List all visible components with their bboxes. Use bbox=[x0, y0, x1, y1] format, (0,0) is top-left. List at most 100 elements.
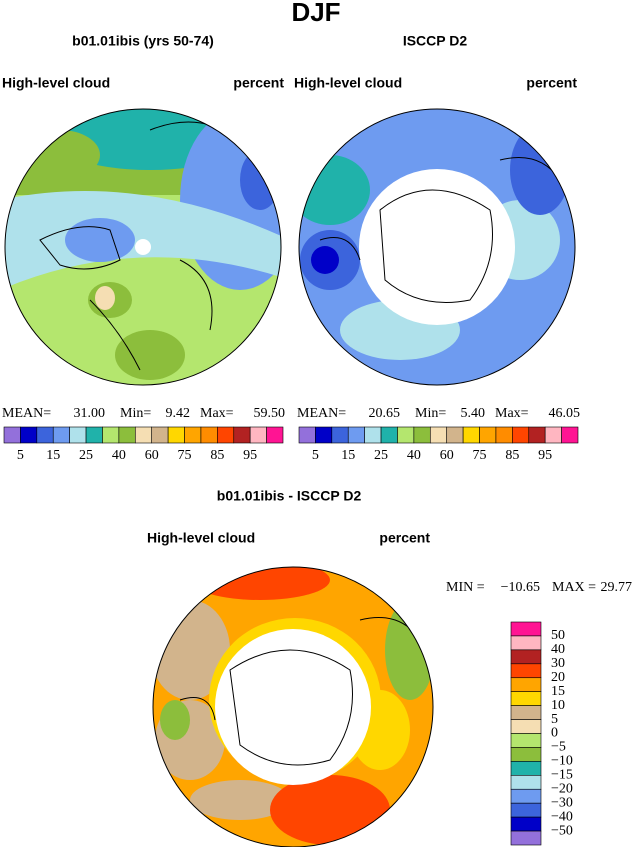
colorbar-label: 75 bbox=[473, 448, 487, 463]
stat-value: −10.65 bbox=[501, 580, 540, 595]
stats: MEAN= 31.00 Min= 9.42 Max= 59.50 bbox=[2, 406, 285, 421]
map bbox=[5, 109, 281, 385]
colorbar-box bbox=[510, 761, 542, 776]
colorbar-label: −5 bbox=[551, 740, 566, 755]
colorbar-box bbox=[510, 691, 542, 706]
colorbar-box bbox=[510, 816, 542, 832]
units-label: percent bbox=[379, 530, 430, 546]
stat-value: 29.77 bbox=[601, 580, 633, 595]
colorbar-box bbox=[510, 775, 542, 790]
colorbar-label: 60 bbox=[440, 448, 454, 463]
variable-label: High-level cloud bbox=[2, 75, 110, 91]
colorbar-box bbox=[397, 426, 415, 444]
stat-label: MEAN= bbox=[297, 406, 346, 421]
stat-label: Min= bbox=[120, 406, 151, 421]
colorbar-box bbox=[510, 830, 542, 846]
colorbar-label: 40 bbox=[407, 448, 421, 463]
colorbar-label: 60 bbox=[145, 448, 159, 463]
map-border bbox=[4, 108, 282, 386]
colorbar-label: 85 bbox=[505, 448, 519, 463]
colorbar-label: 50 bbox=[551, 628, 565, 643]
colorbar-box bbox=[347, 426, 365, 444]
colorbar-label: 85 bbox=[210, 448, 224, 463]
stat-value: 20.65 bbox=[369, 406, 401, 421]
colorbar: 5 15 25 40 60 75 85 95 bbox=[3, 426, 284, 463]
stat-value: 46.05 bbox=[549, 406, 581, 421]
colorbar-label: 40 bbox=[551, 642, 565, 657]
colorbar-box bbox=[429, 426, 448, 444]
panel-title: ISCCP D2 bbox=[403, 33, 468, 49]
colorbar-label: 10 bbox=[551, 698, 565, 713]
colorbar-label: 15 bbox=[341, 448, 355, 463]
colorbar-box bbox=[266, 426, 284, 444]
stat-value: 31.00 bbox=[74, 406, 106, 421]
colorbar-box bbox=[102, 426, 120, 444]
units-label: percent bbox=[526, 75, 577, 91]
colorbar-box bbox=[510, 635, 542, 651]
colorbar-box bbox=[510, 663, 542, 679]
colorbar-box bbox=[134, 426, 153, 444]
colorbar-box bbox=[495, 426, 513, 444]
stat-value: 9.42 bbox=[166, 406, 191, 421]
colorbar-box bbox=[510, 677, 542, 692]
colorbar-label: 0 bbox=[551, 726, 558, 741]
colorbar-label: 5 bbox=[551, 712, 558, 727]
colorbar-box bbox=[184, 426, 202, 444]
colorbar-box bbox=[510, 802, 542, 818]
colorbar-box bbox=[315, 426, 333, 444]
colorbar-label: 25 bbox=[374, 448, 388, 463]
colorbar-box bbox=[510, 733, 542, 748]
colorbar-box bbox=[217, 426, 235, 444]
colorbar-box bbox=[85, 426, 103, 444]
colorbar-box bbox=[249, 426, 267, 444]
colorbar-label: 5 bbox=[17, 448, 24, 463]
colorbar-box bbox=[479, 426, 497, 444]
stat-value: 5.40 bbox=[461, 406, 486, 421]
colorbar-label: −50 bbox=[551, 823, 573, 838]
stat-label: Max= bbox=[200, 406, 234, 421]
colorbar-box bbox=[512, 426, 530, 444]
colorbar-box bbox=[462, 426, 480, 444]
colorbar-box bbox=[510, 747, 542, 762]
colorbar-label: 75 bbox=[178, 448, 192, 463]
colorbar-box bbox=[510, 621, 542, 637]
colorbar-box bbox=[69, 426, 87, 444]
colorbar-box bbox=[510, 788, 542, 804]
colorbar-label: 40 bbox=[112, 448, 126, 463]
stat-label: Min= bbox=[415, 406, 446, 421]
colorbar-label: 20 bbox=[551, 670, 565, 685]
colorbar-label: 30 bbox=[551, 656, 565, 671]
colorbar-box bbox=[510, 649, 542, 665]
variable-label: High-level cloud bbox=[294, 75, 402, 91]
colorbar-label: 95 bbox=[538, 448, 552, 463]
colorbar-label: −20 bbox=[551, 781, 573, 796]
colorbar-label: −40 bbox=[551, 809, 573, 824]
colorbar-label: 5 bbox=[312, 448, 319, 463]
colorbar-box bbox=[151, 426, 169, 444]
stat-label: Max= bbox=[495, 406, 529, 421]
stat-value: 59.50 bbox=[254, 406, 286, 421]
map-border bbox=[298, 108, 576, 386]
colorbar-box bbox=[20, 426, 38, 444]
colorbar-label: 15 bbox=[551, 684, 565, 699]
colorbar-label: 15 bbox=[46, 448, 60, 463]
colorbar-box bbox=[561, 426, 579, 444]
colorbar-box bbox=[36, 426, 54, 444]
colorbar-box bbox=[413, 426, 431, 444]
variable-label: High-level cloud bbox=[147, 530, 255, 546]
colorbar-label: 25 bbox=[79, 448, 93, 463]
colorbar-box bbox=[364, 426, 382, 444]
colorbar-label: −10 bbox=[551, 754, 573, 769]
colorbar-box bbox=[331, 426, 349, 444]
colorbar-box bbox=[298, 426, 316, 444]
stat-label: MAX = bbox=[552, 580, 596, 595]
colorbar-box bbox=[200, 426, 218, 444]
colorbar-box bbox=[118, 426, 136, 444]
colorbar-box bbox=[380, 426, 398, 444]
colorbar-box bbox=[446, 426, 464, 444]
figure-title: DJF bbox=[291, 0, 340, 27]
units-label: percent bbox=[233, 75, 284, 91]
map bbox=[153, 567, 433, 847]
